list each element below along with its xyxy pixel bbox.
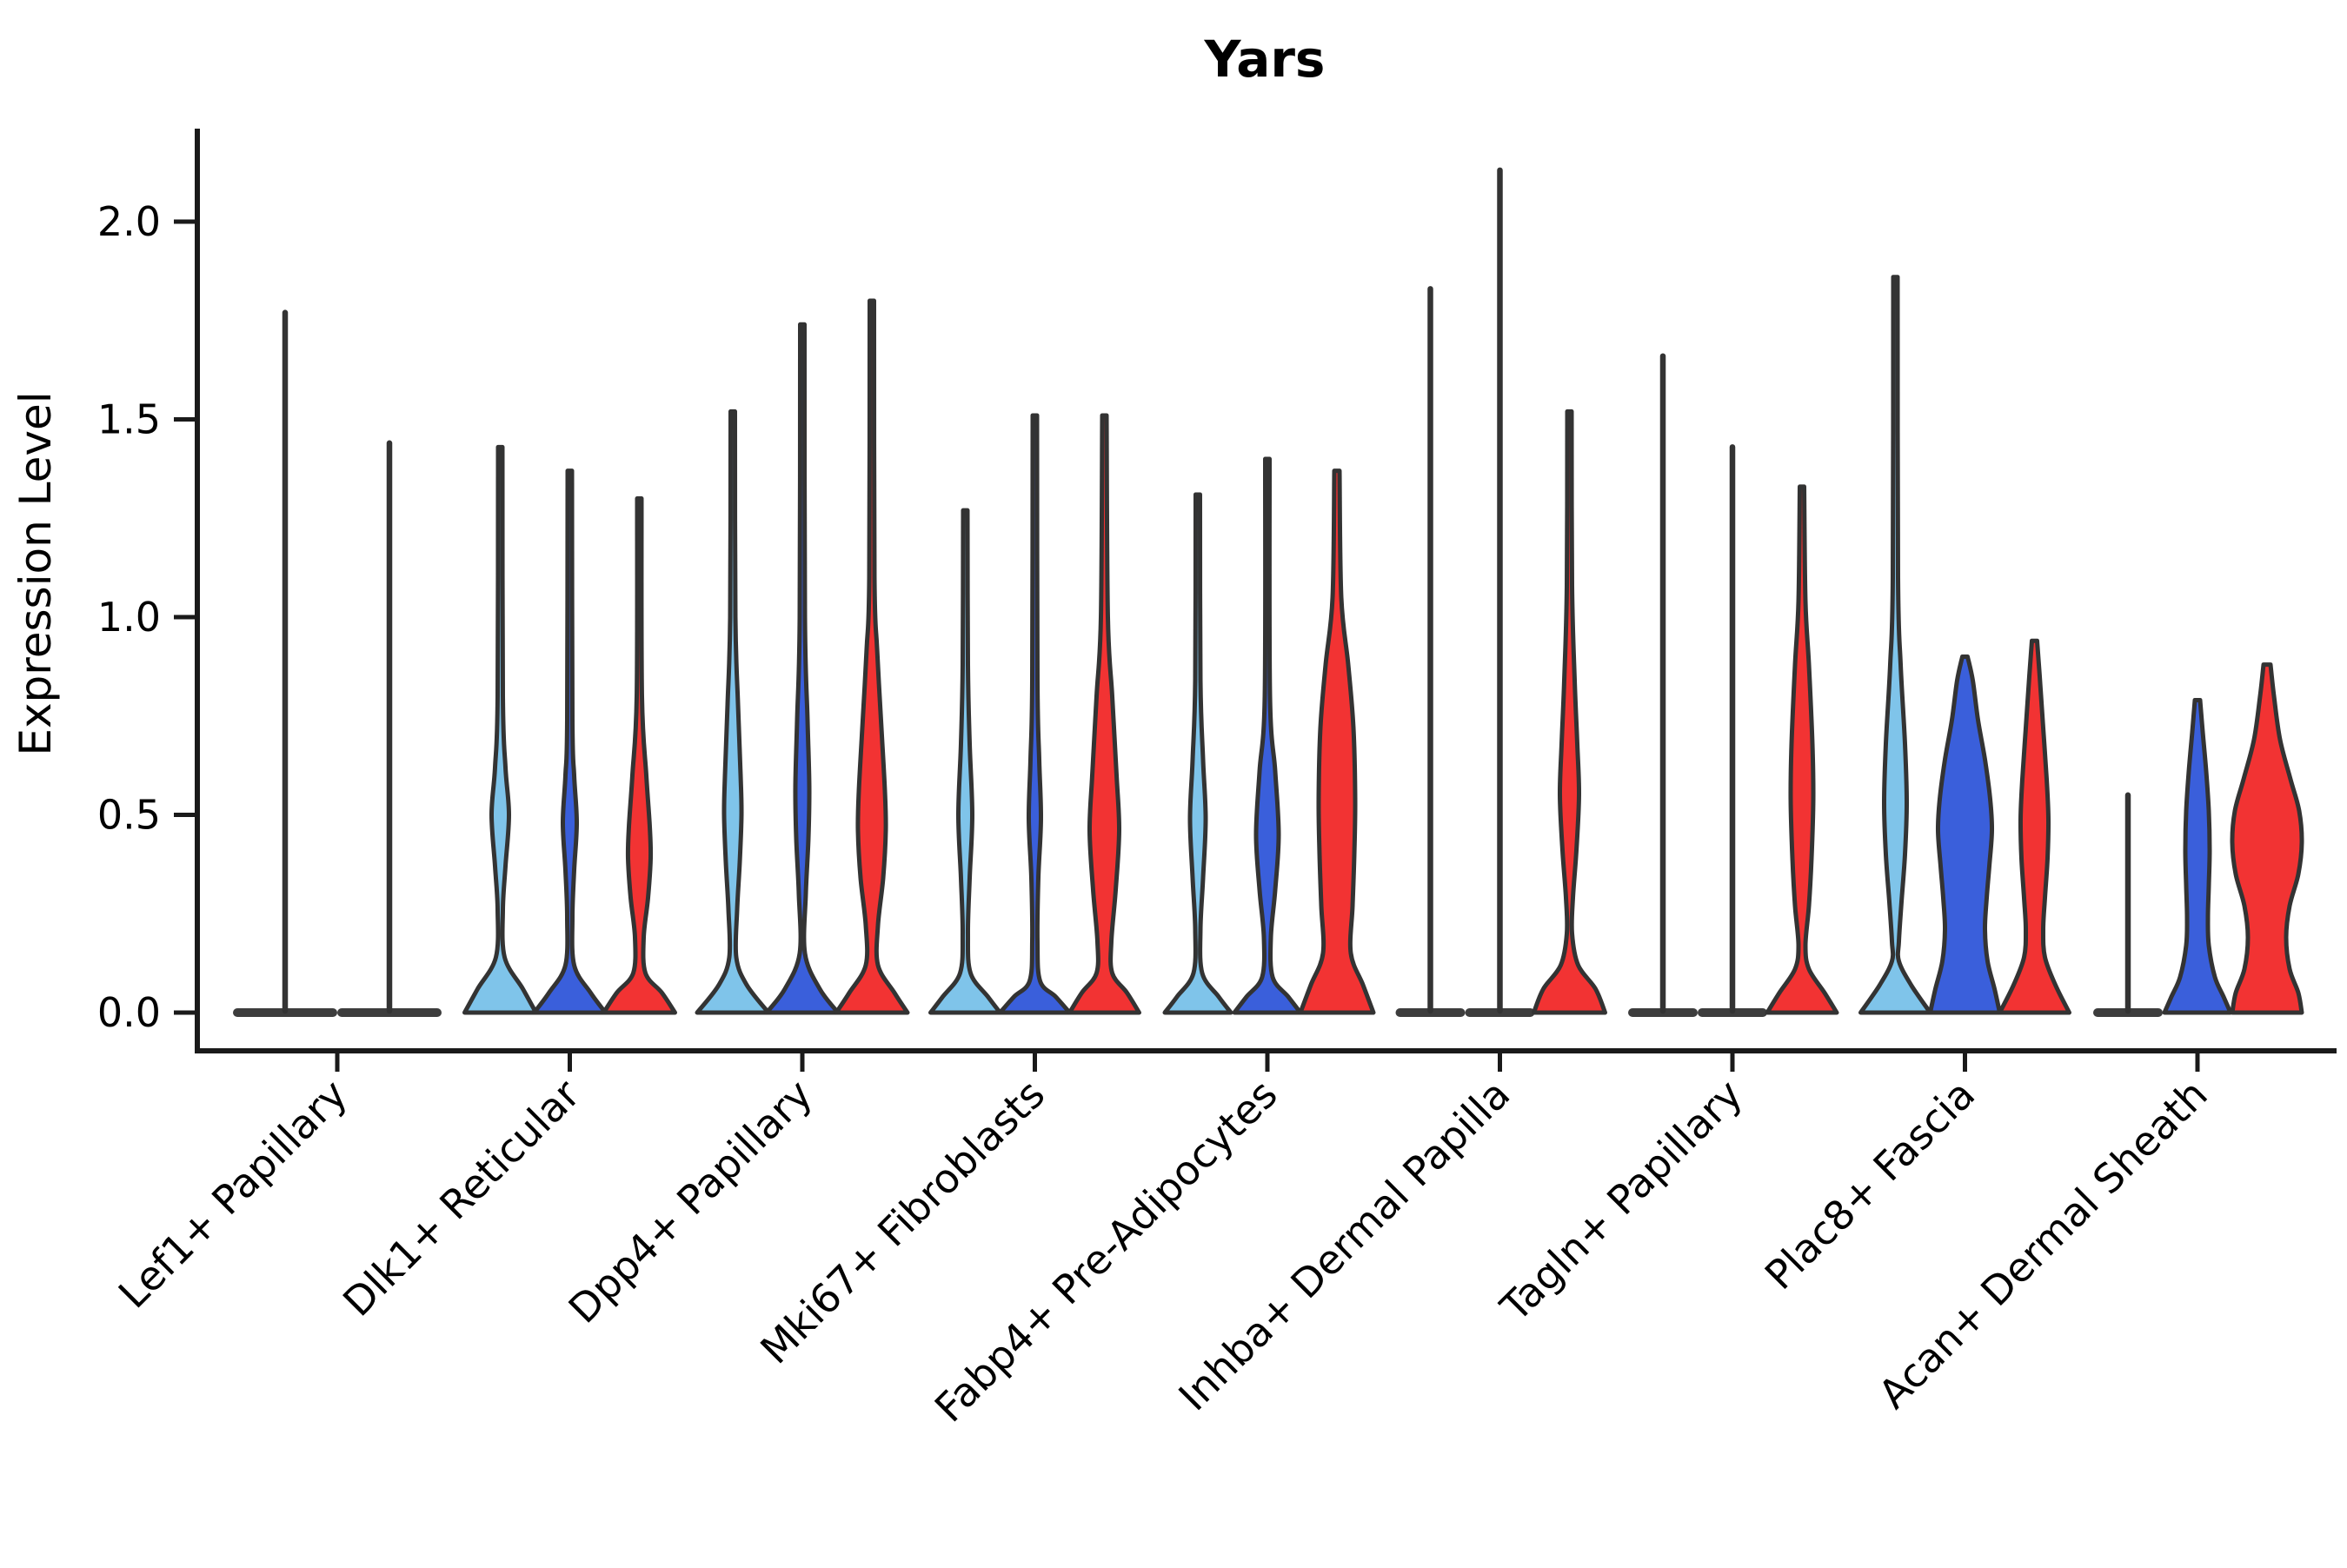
- violin-body: [462, 444, 538, 1015]
- violin-body: [2162, 698, 2233, 1015]
- y-axis-tick-label: 1.0: [97, 594, 161, 641]
- y-axis-tick-label: 0.5: [97, 792, 161, 839]
- violin-body: [1162, 492, 1233, 1015]
- violin-group: [695, 298, 910, 1015]
- violin-body: [764, 322, 841, 1015]
- violin-body: [1858, 275, 1932, 1015]
- violin-group: [928, 413, 1141, 1015]
- x-axis-category-label: Lef1+ Papillary: [110, 1071, 356, 1318]
- violin-body: [532, 468, 608, 1015]
- violin-body: [2230, 662, 2304, 1015]
- violin-body: [1298, 468, 1376, 1015]
- y-axis-tick-label: 2.0: [97, 198, 161, 245]
- chart-title: Yars: [1204, 30, 1326, 89]
- violin-body: [1998, 638, 2071, 1015]
- violin-body: [1928, 654, 2002, 1015]
- violin-body: [834, 298, 910, 1015]
- violin-body: [1232, 456, 1303, 1015]
- y-axis-tick-label: 1.5: [97, 396, 161, 443]
- violin-group: [1395, 167, 1607, 1017]
- violin-body: [1532, 409, 1607, 1015]
- y-axis-label: Expression Level: [10, 391, 61, 755]
- violin-body: [998, 413, 1072, 1015]
- axes-layer: [174, 129, 2337, 1072]
- x-axis-category-label: Dpp4+ Papillary: [560, 1071, 821, 1332]
- y-axis-tick-label: 0.0: [97, 989, 161, 1036]
- violin-group: [1858, 275, 2071, 1015]
- violin-group: [1162, 456, 1376, 1015]
- violin-group: [233, 309, 442, 1017]
- violin-body: [1765, 484, 1839, 1015]
- violin-body: [928, 508, 1002, 1015]
- violin-body: [602, 496, 677, 1015]
- violin-group: [462, 444, 677, 1015]
- violin-body: [695, 409, 771, 1015]
- violin-body: [1067, 413, 1141, 1015]
- x-axis-category-label: Dlk1+ Reticular: [334, 1071, 588, 1325]
- x-axis-category-label: Tagln+ Papillary: [1491, 1071, 1752, 1332]
- violin-layer: [233, 167, 2304, 1017]
- violin-group: [1628, 353, 1839, 1017]
- violin-group: [2093, 662, 2304, 1017]
- x-axis-category-label: Plac8+ Fascia: [1756, 1071, 1984, 1299]
